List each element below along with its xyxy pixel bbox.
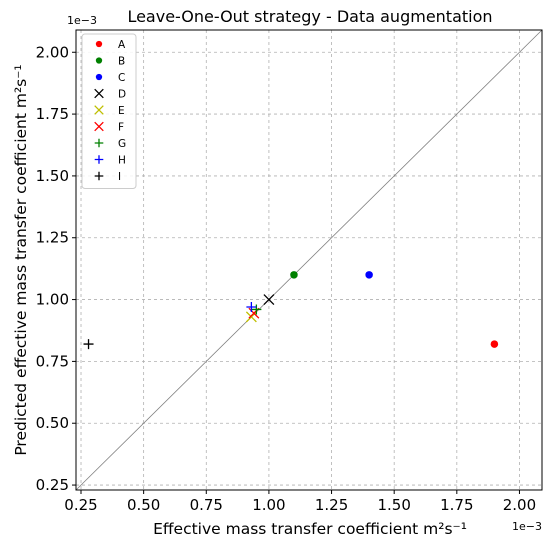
legend-label: F: [118, 122, 124, 134]
y-tick-label: 1.75: [36, 105, 69, 123]
chart-title: Leave-One-Out strategy - Data augmentati…: [127, 7, 492, 26]
y-tick-label: 1.00: [36, 291, 69, 309]
y-tick-label: 0.50: [36, 414, 69, 432]
y-offset-label: 1e−3: [67, 14, 97, 27]
legend-marker-f: [94, 121, 104, 132]
legend-label: G: [118, 138, 126, 150]
x-tick-label: 0.50: [127, 496, 160, 514]
y-tick-label: 1.25: [36, 229, 69, 247]
legend-marker-g: [94, 138, 104, 148]
x-offset-label: 1e−3: [512, 520, 542, 533]
data-points: [83, 271, 499, 350]
x-tick-label: 1.00: [252, 496, 285, 514]
legend-label: H: [118, 155, 126, 167]
identity-line: [75, 29, 543, 491]
legend-marker-a: [95, 40, 103, 48]
data-point-h: [246, 301, 257, 312]
legend-label: D: [118, 89, 126, 101]
legend-label: E: [118, 105, 125, 117]
data-point-a: [490, 340, 499, 348]
y-axis-label: Predicted effective mass transfer coeffi…: [12, 64, 30, 455]
legend-label: I: [118, 171, 121, 183]
x-axis-label: Effective mass transfer coefficient m²s⁻…: [153, 520, 467, 538]
data-point-b: [290, 271, 298, 279]
x-tick-label: 1.75: [440, 496, 473, 514]
y-tick-label: 0.25: [36, 476, 69, 494]
x-tick-label: 2.00: [503, 496, 536, 514]
y-tick-label: 2.00: [36, 43, 69, 61]
data-point-c: [365, 271, 373, 279]
x-tick-label: 1.25: [315, 496, 348, 514]
legend-marker-h: [94, 155, 104, 164]
legend-marker-i: [94, 171, 104, 181]
legend-label: C: [118, 72, 125, 84]
legend-marker-b: [95, 57, 103, 64]
legend-marker-d: [94, 88, 104, 99]
y-tick-label: 1.50: [36, 167, 69, 185]
legend-marker-e: [94, 105, 104, 115]
data-point-i: [83, 339, 94, 350]
legend-label: B: [118, 56, 125, 68]
x-tick-label: 0.25: [64, 496, 97, 514]
legend-box: [81, 33, 137, 189]
plot-area-frame: [75, 29, 543, 491]
legend-label: A: [118, 39, 126, 51]
data-point-d: [263, 294, 275, 306]
x-tick-label: 1.50: [377, 496, 410, 514]
tick-labels: 0.25 0.25 0.50 0.50 0.75 0.75 1.00 1.00 1.25 1.25…: [36, 43, 537, 514]
legend-marker-c: [95, 73, 103, 81]
grid: [76, 30, 542, 490]
y-tick-label: 0.75: [36, 352, 69, 370]
axis-ticks: [72, 51, 520, 494]
data-point-g: [251, 304, 262, 315]
x-tick-label: 0.75: [190, 496, 223, 514]
